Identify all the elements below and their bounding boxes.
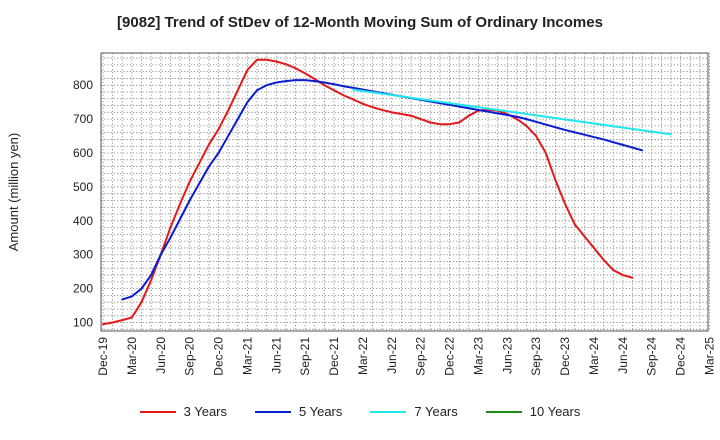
x-tick-label: Mar-24 [587, 337, 601, 375]
y-tick-label: 600 [73, 146, 93, 160]
x-tick-label: Jun-20 [154, 337, 168, 374]
legend-swatch [255, 410, 291, 413]
x-tick-label: Jun-21 [269, 337, 283, 374]
legend-item: 3 Years [139, 404, 227, 419]
x-tick-label: Jun-24 [616, 337, 630, 374]
legend-label: 10 Years [529, 404, 581, 419]
legend-item: 5 Years [255, 404, 342, 419]
plot-area [101, 53, 708, 331]
y-axis-ticks: 100 200 300 400 500 600 700 800 [73, 78, 93, 329]
x-tick-label: Dec-19 [96, 337, 110, 376]
legend-item: 7 Years [370, 404, 458, 419]
x-axis-ticks: Dec-19 Mar-20 Jun-20 Sep-20 Dec-20 Mar-21 Jun-… [96, 337, 716, 376]
plot-frame [100, 52, 709, 332]
chart-title: [9082] Trend of StDev of 12-Month Moving… [117, 14, 603, 31]
x-tick-label: Sep-20 [183, 337, 197, 376]
x-tick-label: Sep-24 [645, 337, 659, 376]
series-line-7-years [352, 88, 672, 136]
y-tick-label: 400 [73, 214, 93, 228]
y-tick-label: 100 [73, 316, 93, 330]
y-tick-label: 700 [73, 112, 93, 126]
y-tick-label: 200 [73, 282, 93, 296]
x-tick-label: Dec-20 [212, 337, 226, 376]
x-tick-label: Mar-23 [471, 337, 485, 375]
legend: 3 Years 5 Years 7 Years 10 Years [0, 404, 720, 419]
x-tick-label: Dec-22 [443, 337, 457, 376]
y-tick-label: 300 [73, 248, 93, 262]
x-tick-label: Mar-22 [356, 337, 370, 375]
x-tick-label: Mar-20 [125, 337, 139, 375]
x-tick-label: Mar-21 [240, 337, 254, 375]
legend-swatch [485, 410, 522, 413]
y-tick-label: 800 [73, 78, 93, 92]
legend-label: 5 Years [299, 404, 343, 419]
y-tick-label: 500 [73, 180, 93, 194]
y-axis-title: Amount (million yen) [6, 133, 21, 252]
legend-label: 7 Years [414, 404, 458, 419]
x-tick-label: Jun-22 [385, 337, 399, 374]
x-tick-label: Dec-23 [558, 337, 572, 376]
x-tick-label: Sep-22 [414, 337, 428, 376]
legend-swatch [139, 410, 176, 413]
x-tick-label: Mar-25 [702, 337, 716, 375]
x-tick-label: Jun-23 [500, 337, 514, 374]
x-tick-label: Sep-21 [298, 337, 312, 376]
legend-label: 3 Years [183, 404, 227, 419]
x-tick-label: Sep-23 [529, 337, 543, 376]
x-tick-label: Dec-24 [674, 337, 688, 376]
x-tick-label: Dec-21 [327, 337, 341, 376]
series-line-3-years [102, 58, 634, 326]
legend-swatch [370, 410, 407, 413]
legend-item: 10 Years [485, 404, 581, 419]
series-lines [102, 58, 672, 326]
